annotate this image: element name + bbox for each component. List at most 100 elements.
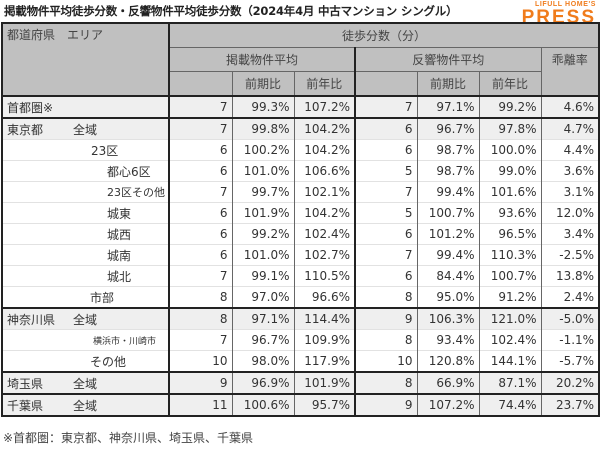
response-qoq: 97.1% bbox=[416, 96, 480, 118]
listing-minutes: 9 bbox=[168, 372, 233, 394]
logo-top-text: LIFULL HOME'S bbox=[534, 1, 596, 8]
response-minutes: 8 bbox=[354, 329, 418, 351]
table-row: 首都圏※ 7 99.3% 107.2% 7 97.1% 99.2% 4.6% bbox=[1, 96, 600, 118]
row-label: 神奈川県 全域 bbox=[1, 308, 170, 330]
row-label: 千葉県 全域 bbox=[1, 394, 170, 416]
response-minutes: 6 bbox=[354, 265, 418, 287]
response-yoy: 100.7% bbox=[478, 265, 542, 287]
divergence: 12.0% bbox=[540, 202, 600, 224]
response-minutes: 7 bbox=[354, 244, 418, 266]
response-qoq: 106.3% bbox=[416, 308, 480, 330]
row-label: 都心6区 bbox=[1, 160, 170, 182]
listing-yoy: 109.9% bbox=[293, 329, 356, 351]
header-divergence: 乖離率 bbox=[540, 47, 600, 97]
listing-qoq: 99.3% bbox=[231, 96, 295, 118]
listing-minutes: 6 bbox=[168, 202, 233, 224]
response-yoy: 96.5% bbox=[478, 223, 542, 245]
divergence: 3.4% bbox=[540, 223, 600, 245]
listing-minutes: 6 bbox=[168, 223, 233, 245]
listing-yoy: 114.4% bbox=[293, 308, 356, 330]
response-yoy: 97.8% bbox=[478, 118, 542, 140]
response-yoy: 100.0% bbox=[478, 139, 542, 161]
header-walk-minutes: 徒歩分数（分） bbox=[168, 22, 600, 48]
listing-minutes: 6 bbox=[168, 244, 233, 266]
listing-qoq: 97.1% bbox=[231, 308, 295, 330]
response-minutes: 6 bbox=[354, 118, 418, 140]
listing-qoq: 99.2% bbox=[231, 223, 295, 245]
response-yoy: 121.0% bbox=[478, 308, 542, 330]
response-minutes: 7 bbox=[354, 96, 418, 118]
listing-yoy: 96.6% bbox=[293, 286, 356, 308]
listing-minutes: 7 bbox=[168, 265, 233, 287]
table-row: 横浜市・川崎市 7 96.7% 109.9% 8 93.4% 102.4% -1… bbox=[1, 329, 600, 351]
table-row: 千葉県 全域 11 100.6% 95.7% 9 107.2% 74.4% 23.… bbox=[1, 394, 600, 416]
page-title: 掲載物件平均徒歩分数・反響物件平均徒歩分数（2024年4月 中古マンション シン… bbox=[4, 4, 458, 18]
response-minutes: 6 bbox=[354, 223, 418, 245]
listing-minutes: 6 bbox=[168, 160, 233, 182]
listing-yoy: 107.2% bbox=[293, 96, 356, 118]
response-yoy: 91.2% bbox=[478, 286, 542, 308]
listing-yoy: 104.2% bbox=[293, 118, 356, 140]
response-minutes: 9 bbox=[354, 394, 418, 416]
response-yoy: 87.1% bbox=[478, 372, 542, 394]
response-qoq: 98.7% bbox=[416, 160, 480, 182]
response-minutes: 10 bbox=[354, 350, 418, 372]
header-listing-yoy: 前年比 bbox=[293, 71, 356, 97]
table-row: 城南 6 101.0% 102.7% 7 99.4% 110.3% -2.5% bbox=[1, 244, 600, 266]
listing-qoq: 101.0% bbox=[231, 160, 295, 182]
response-minutes: 6 bbox=[354, 139, 418, 161]
table-row: 都心6区 6 101.0% 106.6% 5 98.7% 99.0% 3.6% bbox=[1, 160, 600, 182]
response-qoq: 84.4% bbox=[416, 265, 480, 287]
response-qoq: 120.8% bbox=[416, 350, 480, 372]
row-label: 東京都 全域 bbox=[1, 118, 170, 140]
header-listing-value bbox=[168, 71, 233, 97]
divergence: 3.6% bbox=[540, 160, 600, 182]
listing-yoy: 106.6% bbox=[293, 160, 356, 182]
listing-minutes: 7 bbox=[168, 118, 233, 140]
listing-qoq: 96.7% bbox=[231, 329, 295, 351]
listing-yoy: 102.1% bbox=[293, 181, 356, 203]
divergence: 20.2% bbox=[540, 372, 600, 394]
listing-yoy: 102.7% bbox=[293, 244, 356, 266]
table-row: 城北 7 99.1% 110.5% 6 84.4% 100.7% 13.8% bbox=[1, 265, 600, 287]
table-row: その他 10 98.0% 117.9% 10 120.8% 144.1% -5.… bbox=[1, 350, 600, 372]
response-minutes: 5 bbox=[354, 202, 418, 224]
divergence: -5.0% bbox=[540, 308, 600, 330]
divergence: -2.5% bbox=[540, 244, 600, 266]
response-yoy: 99.2% bbox=[478, 96, 542, 118]
listing-minutes: 7 bbox=[168, 96, 233, 118]
table-row: 神奈川県 全域 8 97.1% 114.4% 9 106.3% 121.0% -5… bbox=[1, 308, 600, 330]
response-qoq: 96.7% bbox=[416, 118, 480, 140]
listing-minutes: 7 bbox=[168, 329, 233, 351]
divergence: 4.7% bbox=[540, 118, 600, 140]
header-response-value bbox=[354, 71, 418, 97]
listing-qoq: 96.9% bbox=[231, 372, 295, 394]
response-qoq: 93.4% bbox=[416, 329, 480, 351]
divergence: 3.1% bbox=[540, 181, 600, 203]
footnote: ※首都圏：東京都、神奈川県、埼玉県、千葉県 bbox=[3, 431, 254, 445]
response-yoy: 110.3% bbox=[478, 244, 542, 266]
listing-qoq: 99.1% bbox=[231, 265, 295, 287]
listing-minutes: 8 bbox=[168, 308, 233, 330]
response-minutes: 8 bbox=[354, 286, 418, 308]
row-label: 城北 bbox=[1, 265, 170, 287]
row-label: 横浜市・川崎市 bbox=[1, 329, 170, 351]
listing-qoq: 100.6% bbox=[231, 394, 295, 416]
table-row: 23区 6 100.2% 104.2% 6 98.7% 100.0% 4.4% bbox=[1, 139, 600, 161]
response-qoq: 98.7% bbox=[416, 139, 480, 161]
response-yoy: 99.0% bbox=[478, 160, 542, 182]
response-qoq: 66.9% bbox=[416, 372, 480, 394]
row-label: 埼玉県 全域 bbox=[1, 372, 170, 394]
listing-qoq: 100.2% bbox=[231, 139, 295, 161]
listing-qoq: 98.0% bbox=[231, 350, 295, 372]
header-listing-avg: 掲載物件平均 bbox=[168, 47, 356, 72]
listing-yoy: 102.4% bbox=[293, 223, 356, 245]
row-label: 城東 bbox=[1, 202, 170, 224]
response-yoy: 74.4% bbox=[478, 394, 542, 416]
listing-qoq: 97.0% bbox=[231, 286, 295, 308]
listing-qoq: 101.0% bbox=[231, 244, 295, 266]
response-yoy: 144.1% bbox=[478, 350, 542, 372]
listing-qoq: 99.8% bbox=[231, 118, 295, 140]
header-listing-qoq: 前期比 bbox=[231, 71, 295, 97]
listing-yoy: 104.2% bbox=[293, 202, 356, 224]
